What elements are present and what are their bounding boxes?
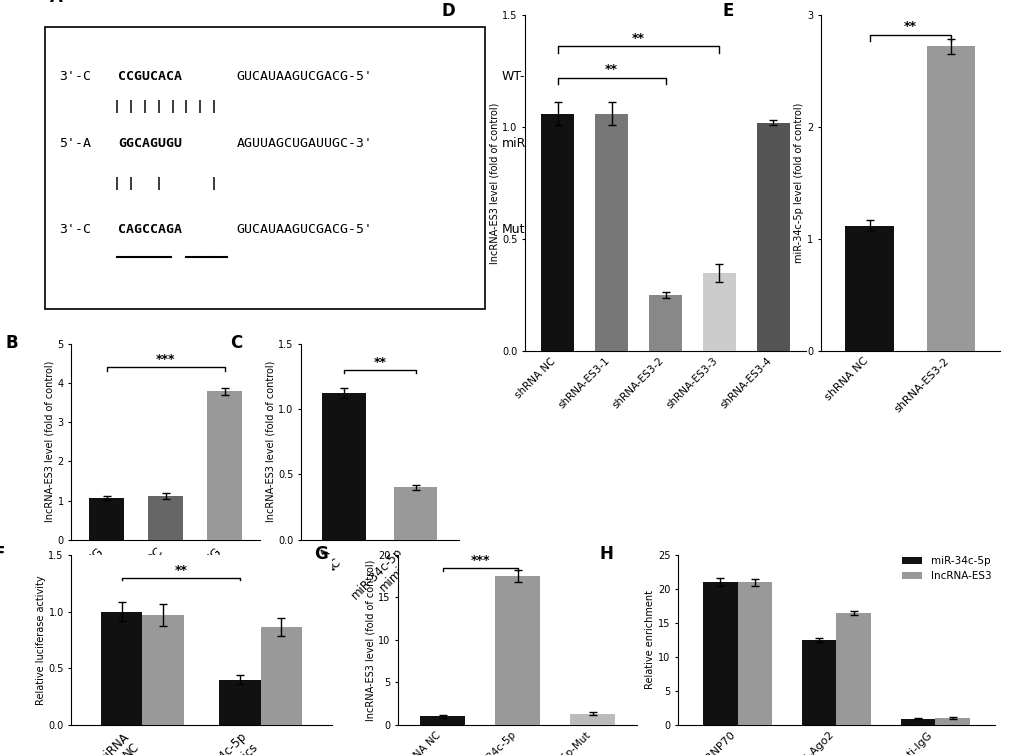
Bar [836,613,870,725]
Y-axis label: lncRNA-ES3 level (fold of control): lncRNA-ES3 level (fold of control) [365,559,375,720]
Text: G: G [314,544,327,562]
Text: B: B [5,334,18,352]
Bar [925,47,974,351]
Text: H: H [599,544,612,562]
Bar [756,122,789,351]
Bar [900,719,934,725]
Bar [737,582,771,725]
Bar [101,612,143,725]
Text: |: | [126,177,135,190]
Text: |: | [112,177,120,190]
Bar [494,576,540,725]
Text: 3'-C: 3'-C [59,223,91,236]
Legend: 3'-UTR-WT
lncRNA-ES3, 3'-UTR-Mut
lncRNA-ES3: 3'-UTR-WT lncRNA-ES3, 3'-UTR-Mut lncRNA-… [481,551,573,610]
Bar [89,498,124,540]
Text: **: ** [373,356,386,368]
Text: ***: *** [156,353,175,366]
Bar [703,273,735,351]
Text: GGCAGUGU: GGCAGUGU [118,137,181,150]
Text: 3'-C: 3'-C [59,69,91,83]
Text: |: | [112,100,120,113]
Text: |: | [154,177,162,190]
Bar [801,639,836,725]
Text: **: ** [632,32,644,45]
Text: Mut-lncRNA-ES3: Mut-lncRNA-ES3 [501,223,602,236]
Text: **: ** [174,564,187,577]
Bar [322,393,365,540]
Y-axis label: lncRNA-ES3 level (fold of control): lncRNA-ES3 level (fold of control) [45,361,55,522]
Text: E: E [722,2,734,20]
Bar [649,295,681,351]
Y-axis label: Relative enrichment: Relative enrichment [645,590,655,689]
Text: AGUUAGCUGAUUGC-3': AGUUAGCUGAUUGC-3' [236,137,372,150]
Bar [219,680,260,725]
Bar [148,496,183,540]
Text: |: | [154,100,162,113]
Text: |: | [141,100,149,113]
Bar [845,226,894,351]
Text: CAGCCAGA: CAGCCAGA [118,223,181,236]
Text: |: | [168,100,176,113]
Text: A: A [50,0,62,6]
Text: F: F [0,544,5,562]
Text: |: | [210,100,218,113]
Bar [934,718,969,725]
Bar [595,114,627,351]
Text: **: ** [903,20,916,33]
Bar [702,582,737,725]
Bar [541,114,574,351]
Bar [420,716,465,725]
Text: miR-34c-5p: miR-34c-5p [501,137,573,150]
Bar [260,627,302,725]
Text: |: | [210,177,218,190]
Legend: miR-34c-5p, lncRNA-ES3: miR-34c-5p, lncRNA-ES3 [897,552,995,585]
Y-axis label: miR-34c-5p level (fold of control): miR-34c-5p level (fold of control) [794,103,804,263]
Text: ***: *** [470,553,489,567]
Text: |: | [196,100,204,113]
Bar [394,488,437,540]
Text: |: | [182,100,190,113]
Text: GUCAUAAGUCGACG-5': GUCAUAAGUCGACG-5' [236,69,372,83]
Y-axis label: lncRNA-ES3 level (fold of control): lncRNA-ES3 level (fold of control) [489,103,499,263]
Bar [570,713,614,725]
Bar [143,615,183,725]
Y-axis label: Relative luciferase activity: Relative luciferase activity [36,575,46,704]
Text: GUCAUAAGUCGACG-5': GUCAUAAGUCGACG-5' [236,223,372,236]
Bar [207,391,243,540]
Text: C: C [229,334,242,352]
Text: |: | [126,100,135,113]
Text: D: D [441,2,454,20]
Y-axis label: lncRNA-ES3 level (fold of control): lncRNA-ES3 level (fold of control) [265,361,275,522]
FancyBboxPatch shape [45,27,485,309]
Text: **: ** [604,63,618,76]
Text: WT-lncRNA-ES3: WT-lncRNA-ES3 [501,69,597,83]
Text: 5'-A: 5'-A [59,137,91,150]
Text: CCGUCACA: CCGUCACA [118,69,181,83]
